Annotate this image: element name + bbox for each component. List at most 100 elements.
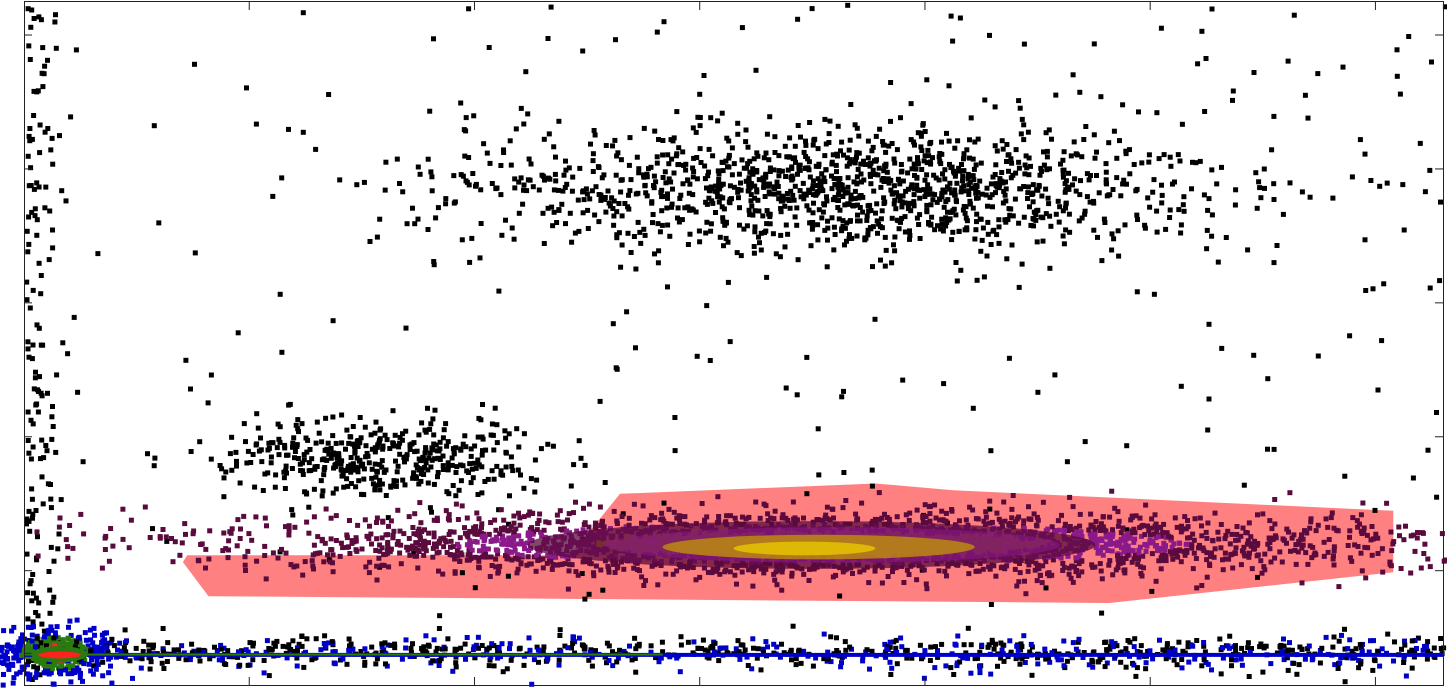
population-point bbox=[710, 153, 716, 159]
population-point bbox=[1034, 578, 1040, 584]
population-point bbox=[1139, 160, 1145, 166]
background-point bbox=[1178, 383, 1184, 389]
edge-point bbox=[58, 497, 64, 503]
population-point bbox=[206, 556, 212, 562]
population-point bbox=[610, 143, 615, 149]
population-point bbox=[845, 184, 851, 190]
population-point bbox=[1120, 560, 1126, 565]
population-point bbox=[472, 460, 477, 466]
population-point bbox=[763, 150, 769, 156]
population-point bbox=[1041, 162, 1047, 168]
population-point bbox=[1203, 529, 1209, 535]
population-point bbox=[979, 237, 985, 243]
population-point bbox=[611, 508, 617, 514]
population-point bbox=[937, 517, 943, 523]
population-point bbox=[1084, 194, 1090, 200]
population-point bbox=[837, 207, 843, 213]
population-point bbox=[394, 469, 400, 475]
population-point bbox=[574, 528, 580, 534]
population-point bbox=[1245, 538, 1251, 544]
population-point bbox=[752, 183, 758, 189]
population-point bbox=[1396, 524, 1402, 530]
population-point bbox=[1149, 525, 1155, 531]
population-point bbox=[425, 227, 431, 232]
population-point bbox=[322, 540, 328, 546]
population-point bbox=[1151, 177, 1157, 183]
population-point bbox=[425, 467, 431, 473]
population-point bbox=[741, 226, 747, 232]
population-point bbox=[445, 439, 451, 445]
population-point bbox=[602, 480, 608, 485]
population-point bbox=[850, 203, 856, 209]
background-point bbox=[466, 6, 472, 12]
population-point bbox=[779, 515, 785, 521]
population-point bbox=[796, 164, 802, 170]
population-point bbox=[865, 232, 871, 238]
population-point bbox=[655, 582, 661, 588]
population-point bbox=[647, 517, 653, 523]
population-point bbox=[377, 477, 383, 483]
population-point bbox=[504, 552, 510, 558]
population-point bbox=[836, 216, 842, 222]
population-point bbox=[1016, 159, 1022, 165]
background-point bbox=[205, 400, 211, 406]
population-point bbox=[955, 138, 961, 144]
population-point bbox=[844, 155, 850, 161]
background-point bbox=[1427, 167, 1433, 173]
background-point bbox=[1035, 389, 1041, 395]
population-point bbox=[1040, 238, 1046, 244]
population-point bbox=[1241, 544, 1247, 550]
population-point bbox=[1261, 166, 1267, 172]
population-point bbox=[540, 565, 546, 571]
population-point bbox=[898, 115, 903, 121]
population-point bbox=[1408, 570, 1414, 576]
population-point bbox=[400, 477, 406, 483]
population-point bbox=[537, 511, 543, 517]
population-point bbox=[744, 165, 750, 171]
population-point bbox=[948, 209, 954, 215]
population-point bbox=[650, 220, 655, 226]
population-point bbox=[708, 228, 714, 234]
population-point bbox=[235, 517, 241, 523]
background-point bbox=[374, 234, 380, 240]
population-point bbox=[328, 536, 334, 542]
population-point bbox=[943, 215, 949, 221]
population-point bbox=[870, 224, 876, 230]
population-point bbox=[941, 518, 947, 524]
edge-point bbox=[34, 557, 40, 563]
background-point bbox=[75, 389, 81, 395]
population-point bbox=[705, 173, 711, 179]
population-point bbox=[1087, 199, 1093, 205]
edge-point bbox=[71, 314, 77, 320]
population-point bbox=[879, 515, 885, 521]
population-point bbox=[1262, 567, 1268, 573]
population-point bbox=[731, 184, 737, 190]
population-point bbox=[1131, 526, 1137, 532]
population-point bbox=[810, 178, 816, 184]
population-point bbox=[796, 167, 802, 173]
population-point bbox=[545, 553, 551, 559]
population-point bbox=[295, 417, 301, 423]
population-point bbox=[942, 176, 948, 182]
population-point bbox=[1056, 527, 1062, 533]
population-point bbox=[576, 228, 582, 234]
population-point bbox=[373, 474, 379, 480]
population-point bbox=[449, 455, 455, 461]
population-point bbox=[1001, 499, 1007, 505]
population-point bbox=[968, 115, 974, 121]
population-point bbox=[992, 104, 998, 110]
population-point bbox=[513, 526, 519, 532]
population-point bbox=[1062, 521, 1068, 527]
population-point bbox=[1300, 536, 1306, 542]
population-point bbox=[936, 154, 942, 160]
population-point bbox=[569, 188, 575, 194]
population-point bbox=[410, 525, 416, 530]
population-point bbox=[1115, 553, 1120, 559]
population-point bbox=[697, 146, 703, 152]
edge-point bbox=[45, 126, 51, 131]
population-point bbox=[1016, 220, 1022, 226]
population-point bbox=[864, 213, 870, 219]
population-point bbox=[1279, 559, 1285, 565]
population-point bbox=[437, 538, 442, 544]
population-point bbox=[35, 553, 41, 559]
